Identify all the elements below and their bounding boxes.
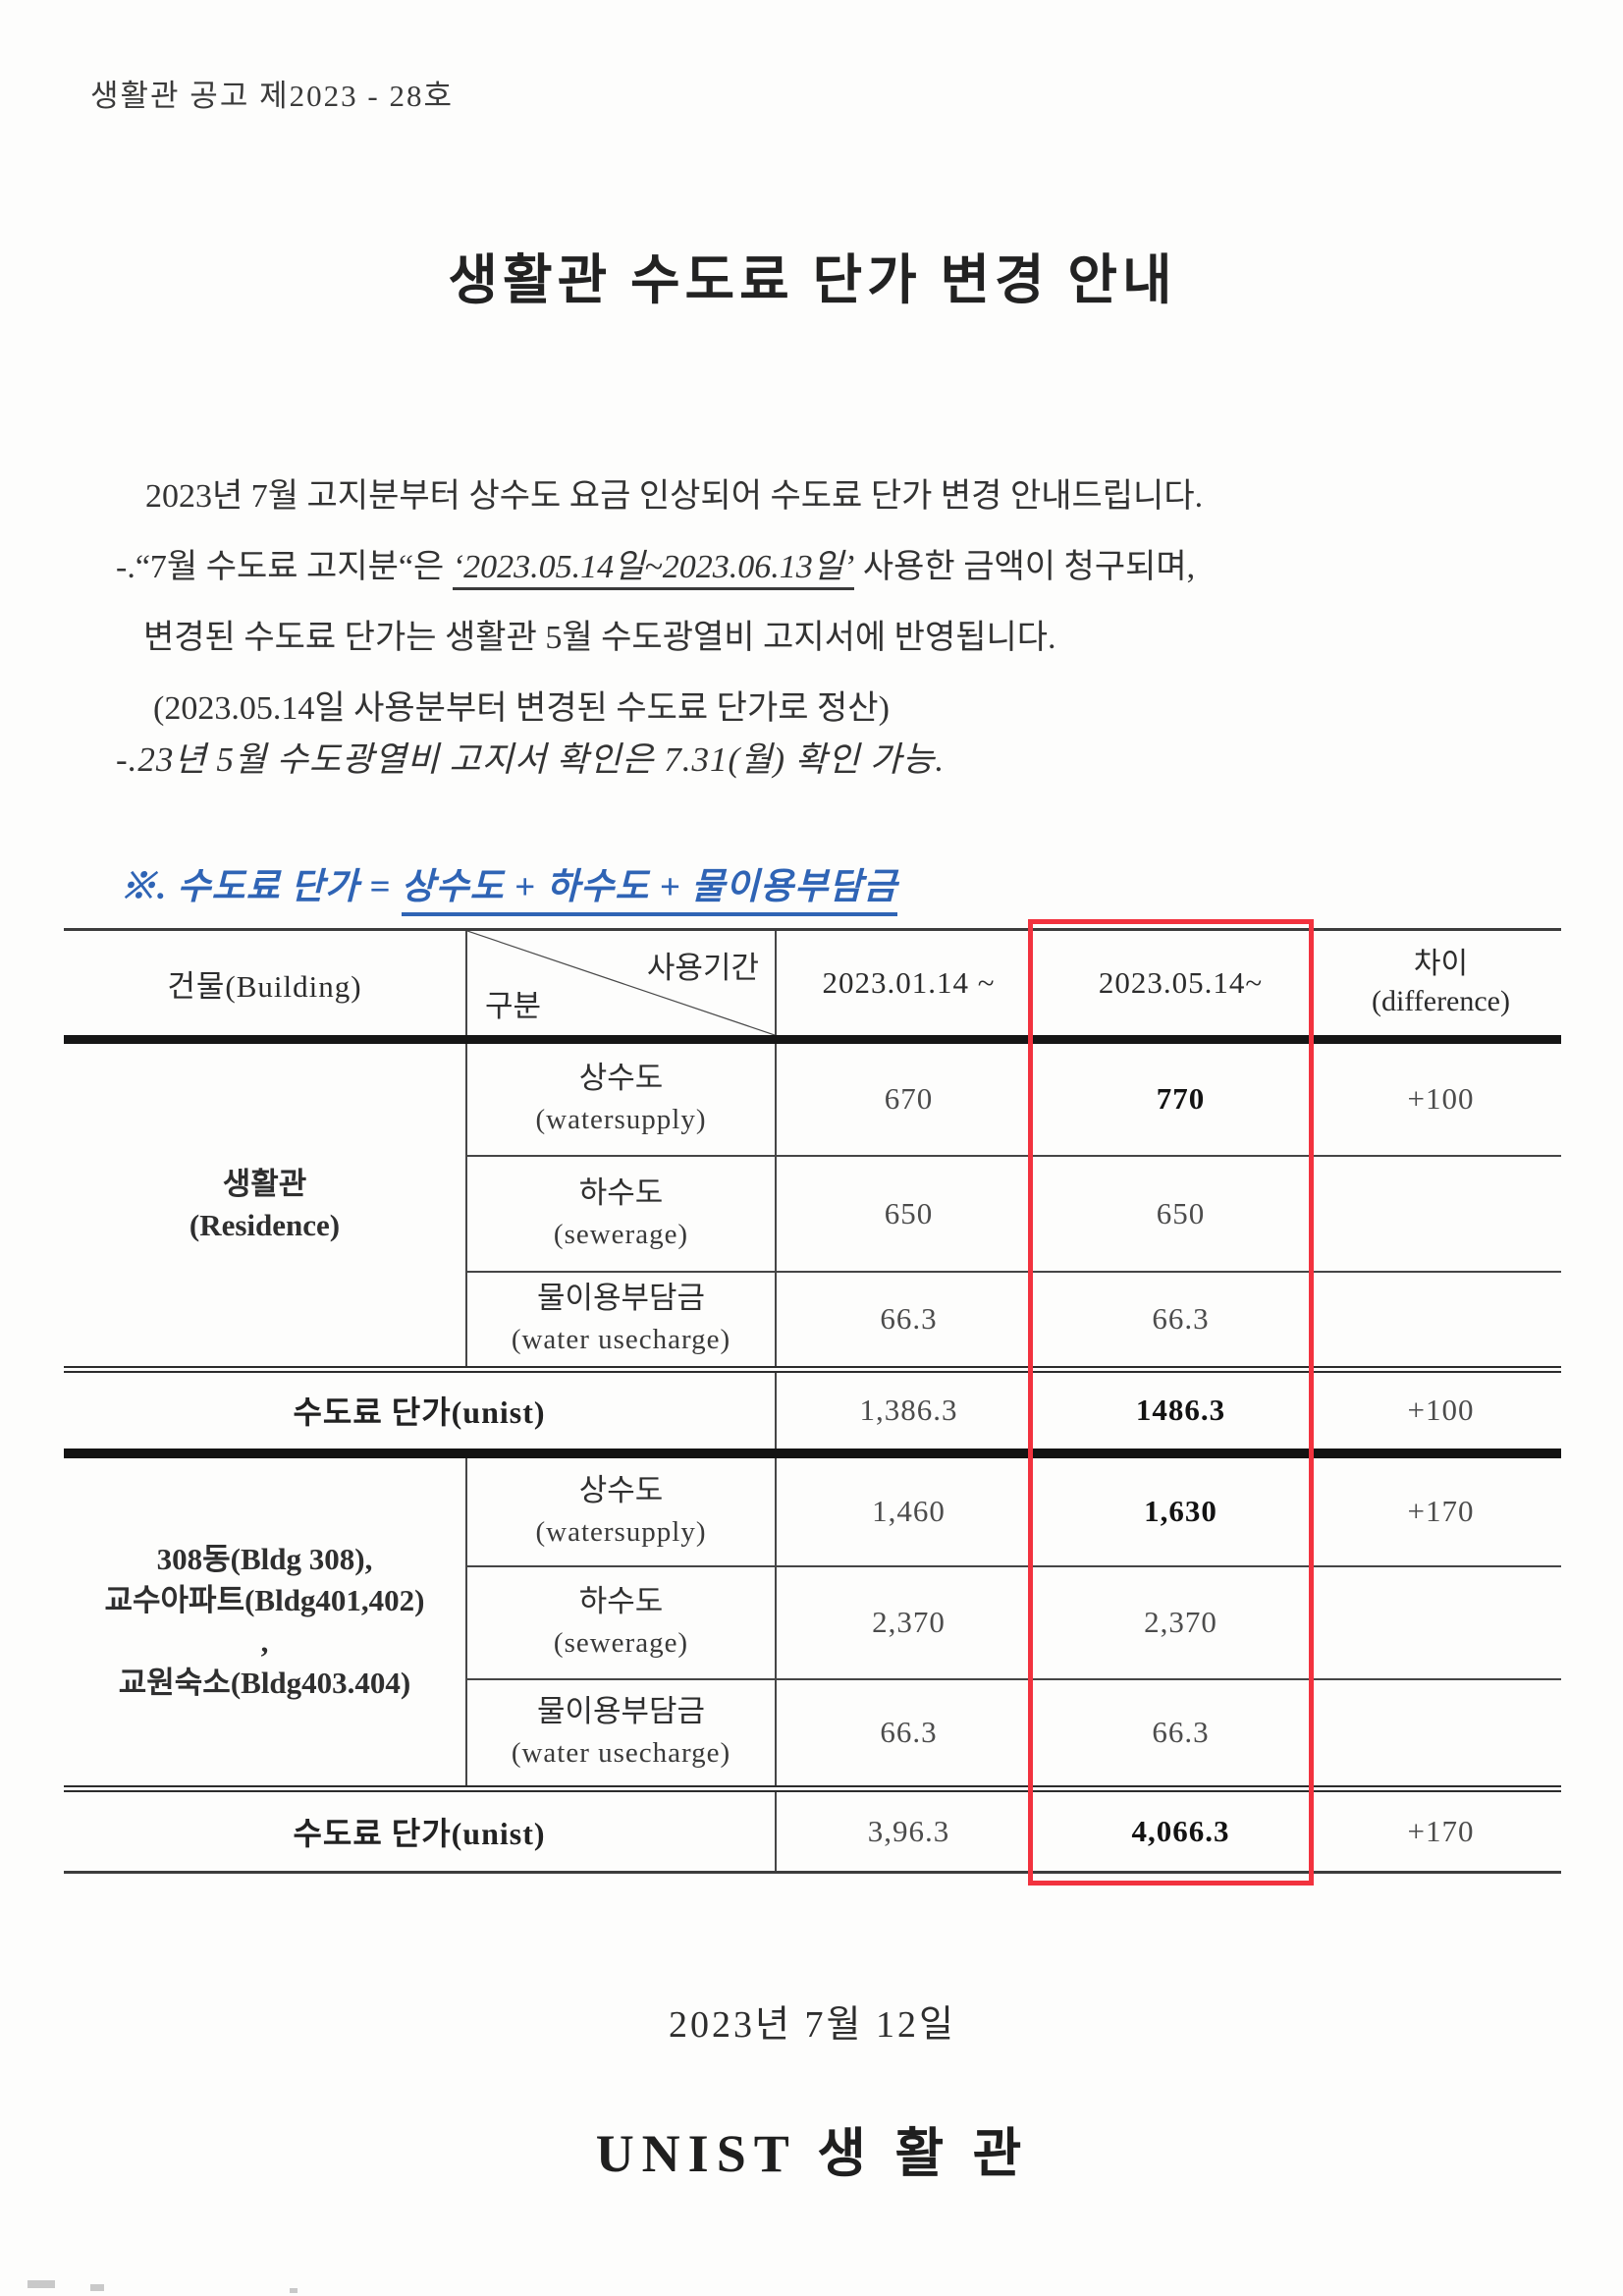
category-cell: 하수도 (sewerage) [465,1565,776,1680]
rate-table: 건물(Building) 사용기간 구분 2023.01.14 ~ 2023.0… [64,928,1561,1874]
category-en: (watersupply) [535,1104,707,1136]
diff-cell [1321,1678,1561,1792]
building-line: 교원숙소(Bldg403.404) [118,1666,411,1701]
old-rate-cell: 66.3 [775,1678,1041,1792]
diff-cell [1321,1271,1561,1373]
category-cell: 상수도 (watersupply) [465,1039,776,1157]
header-cell-building: 건물(Building) [64,928,466,1044]
header-category-label: 구분 [485,989,542,1023]
formula-line: ※. 수도료 단가 = 상수도 + 하수도 + 물이용부담금 [120,856,1494,916]
table-header-row: 건물(Building) 사용기간 구분 2023.01.14 ~ 2023.0… [64,928,1561,1044]
diagonal-line [467,931,775,1035]
new-rate-cell: 770 [1041,1039,1321,1157]
summary-new-cell: 1486.3 [1041,1369,1321,1458]
header-cell-difference: 차이 (difference) [1321,928,1561,1044]
scan-artifact [90,2284,104,2291]
header-cell-diagonal: 사용기간 구분 [465,928,776,1044]
table-row: 하수도 (sewerage) 650 650 [64,1155,1561,1273]
old-rate-cell: 670 [775,1039,1041,1157]
category-ko: 하수도 [578,1175,664,1210]
category-ko: 상수도 [578,1473,664,1507]
intro-line-1: 2023년 7월 고지분부터 상수도 요금 인상되어 수도료 단가 변경 안내드… [145,478,1204,515]
diff-cell [1321,1565,1561,1680]
table-row: 하수도 (sewerage) 2,370 2,370 [64,1565,1561,1680]
difference-label-ko: 차이 [1413,948,1469,980]
diff-cell: +100 [1321,1039,1561,1157]
doc-number: 생활관 공고 제2023 - 28호 [90,79,454,113]
category-cell: 물이용부담금 (water usecharge) [465,1678,776,1792]
summary-old-cell: 3,96.3 [775,1788,1041,1874]
category-ko: 하수도 [578,1584,664,1618]
category-en: (sewerage) [553,1627,689,1659]
new-rate-cell: 66.3 [1041,1271,1321,1373]
page-title: 생활관 수도료 단가 변경 안내 [448,250,1177,310]
intro-line-3: 변경된 수도료 단가는 생활관 5월 수도광열비 고지서에 반영됩니다. [143,620,1056,656]
billing-period-dates: ‘2023.05.14일~2023.06.13일’ [452,549,855,590]
summary-row: 수도료 단가(unist) 3,96.3 4,066.3 +170 [64,1788,1561,1874]
intro-line-2: -.“7월 수도료 고지분“은 ‘2023.05.14일~2023.06.13일… [116,532,1549,603]
category-ko: 물이용부담금 [536,1694,706,1729]
note-line: -.23년 5월 수도광열비 고지서 확인은 7.31(월) 확인 가능. [116,740,946,779]
table-row: 308동(Bldg 308), 교수아파트(Bldg401,402) , 교원숙… [64,1452,1561,1792]
summary-diff-cell: +170 [1321,1788,1561,1874]
summary-diff-cell: +100 [1321,1369,1561,1458]
header-usage-period-label: 사용기간 [646,951,759,985]
building-cell-bldg308: 308동(Bldg 308), 교수아파트(Bldg401,402) , 교원숙… [64,1452,466,1792]
old-rate-cell: 66.3 [775,1271,1041,1373]
intro-paragraph: 2023년 7월 고지분부터 상수도 요금 인상되어 수도료 단가 변경 안내드… [116,462,1549,744]
category-ko: 상수도 [578,1061,664,1096]
old-rate-cell: 2,370 [775,1565,1041,1680]
new-rate-cell: 2,370 [1041,1565,1321,1680]
table-row: 물이용부담금 (water usecharge) 66.3 66.3 [64,1678,1561,1792]
header-cell-period-old: 2023.01.14 ~ [775,928,1041,1044]
intro-line-4: (2023.05.14일 사용분부터 변경된 수도료 단가로 정산) [153,690,890,727]
building-cell-residence: 생활관 (Residence) [64,1039,466,1373]
summary-label-cell: 수도료 단가(unist) [64,1369,776,1458]
new-rate-cell: 1,630 [1041,1452,1321,1567]
building-line: 308동(Bldg 308), [156,1542,373,1577]
table-row: 생활관 (Residence) 상수도 (watersupply) 670 77… [64,1039,1561,1373]
scan-artifact [27,2280,55,2288]
new-rate-cell: 66.3 [1041,1678,1321,1792]
intro-line-2-prefix: -.“7월 수도료 고지분“은 [116,549,453,585]
summary-label-cell: 수도료 단가(unist) [64,1788,776,1874]
formula-prefix: ※. 수도료 단가 = [120,867,402,907]
category-cell: 하수도 (sewerage) [465,1155,776,1273]
category-en: (water usecharge) [511,1737,731,1770]
building-line: 교수아파트(Bldg401,402) [104,1583,425,1618]
intro-line-2-suffix: 사용한 금액이 청구되며, [854,549,1196,585]
building-line: 생활관 [222,1167,307,1201]
issue-date: 2023년 7월 12일 [669,2004,956,2046]
summary-old-cell: 1,386.3 [775,1369,1041,1458]
difference-label-en: (difference) [1371,985,1510,1017]
category-ko: 물이용부담금 [536,1281,706,1316]
category-cell: 상수도 (watersupply) [465,1452,776,1567]
old-rate-cell: 1,460 [775,1452,1041,1567]
category-cell: 물이용부담금 (water usecharge) [465,1271,776,1373]
summary-row: 수도료 단가(unist) 1,386.3 1486.3 +100 [64,1369,1561,1458]
table-row: 물이용부담금 (water usecharge) 66.3 66.3 [64,1271,1561,1373]
category-en: (water usecharge) [511,1324,731,1356]
signature: UNIST 생 활 관 [595,2124,1030,2183]
formula-underlined: 상수도 + 하수도 + 물이용부담금 [401,867,898,916]
diff-cell: +170 [1321,1452,1561,1567]
summary-new-cell: 4,066.3 [1041,1788,1321,1874]
old-rate-cell: 650 [775,1155,1041,1273]
building-line: , [260,1624,269,1660]
diff-cell [1321,1155,1561,1273]
scan-artifact [290,2288,298,2293]
category-en: (watersupply) [535,1516,707,1548]
category-en: (sewerage) [553,1218,689,1250]
header-cell-period-new: 2023.05.14~ [1041,928,1321,1044]
building-line: (Residence) [189,1208,341,1242]
new-rate-cell: 650 [1041,1155,1321,1273]
